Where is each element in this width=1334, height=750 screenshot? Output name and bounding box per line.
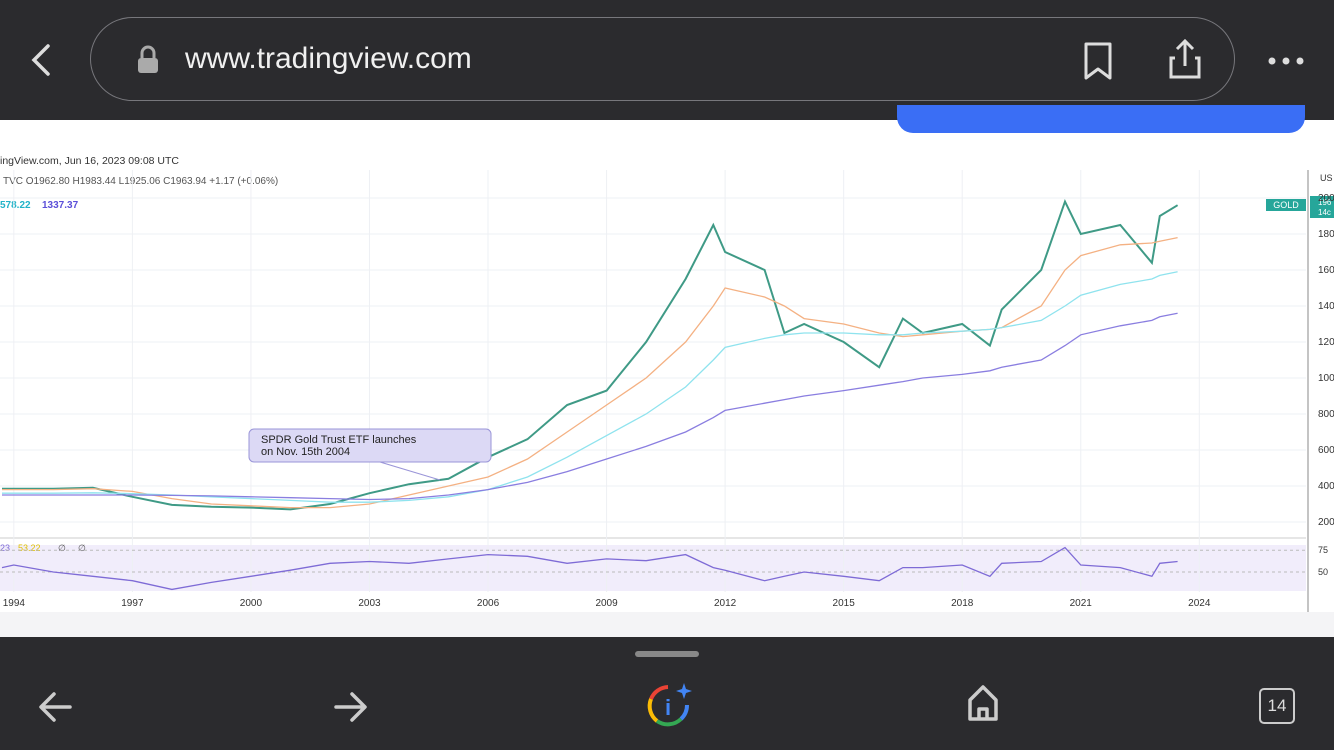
- browser-toolbar: www.tradingview.com: [0, 0, 1334, 120]
- share-button[interactable]: [1169, 38, 1201, 79]
- y-tick-label: 1000: [1318, 373, 1334, 384]
- rsi-value: ∅: [58, 543, 66, 553]
- y-tick-label: 1600: [1318, 265, 1334, 276]
- toolbar-icons: [31, 38, 1304, 80]
- page-button[interactable]: [897, 105, 1305, 133]
- series-line: [2, 312, 1178, 501]
- y-tick-label: 2000: [1318, 193, 1334, 204]
- page-bottom: [0, 612, 1334, 638]
- annotation-pointer: [379, 461, 441, 481]
- address-bar[interactable]: [90, 17, 1235, 101]
- rsi-band: [0, 545, 1306, 591]
- y-tick-label: 200: [1318, 517, 1334, 528]
- x-tick-label: 2015: [833, 598, 856, 609]
- drag-handle[interactable]: [635, 651, 699, 657]
- annotation: SPDR Gold Trust ETF launches: [261, 434, 417, 446]
- series-line: [2, 236, 1178, 509]
- x-tick-label: 1997: [121, 598, 144, 609]
- y-tick-label: 400: [1318, 481, 1334, 492]
- x-tick-label: 1994: [3, 598, 26, 609]
- rsi-value: 53.22: [18, 543, 41, 553]
- price-tag: [1266, 199, 1306, 211]
- y-tick-label: 1400: [1318, 301, 1334, 312]
- ohlc-readout: TVC O1962.80 H1983.44 L1925.06 C1963.94 …: [3, 176, 278, 187]
- rsi-value: ∅: [78, 543, 86, 553]
- currency-label: US: [1320, 173, 1333, 183]
- tab-count[interactable]: 14: [1259, 688, 1295, 724]
- series-line: [1, 546, 1178, 591]
- y-tick-label: 1800: [1318, 229, 1334, 240]
- assistant-button[interactable]: i: [647, 683, 692, 727]
- forward-nav[interactable]: [334, 692, 367, 722]
- chart: ingView.com, Jun 16, 2023 09:08 UTC TVC …: [0, 150, 1334, 612]
- annotation: on Nov. 15th 2004: [261, 446, 350, 458]
- more-button[interactable]: [1268, 57, 1304, 65]
- chart-source: ingView.com, Jun 16, 2023 09:08 UTC: [0, 155, 179, 167]
- x-tick-label: 2024: [1188, 598, 1211, 609]
- x-tick-label: 2018: [951, 598, 974, 609]
- ma-value: 578.22: [0, 200, 31, 211]
- price-tag-value: 14c: [1318, 208, 1331, 217]
- y-tick-label: 600: [1318, 445, 1334, 456]
- y-tick-label: 75: [1318, 545, 1328, 555]
- x-tick-label: 2000: [240, 598, 263, 609]
- bottom-toolbar: i: [0, 637, 1334, 750]
- ma-value: 1337.37: [42, 200, 79, 211]
- lock-icon: [138, 45, 158, 73]
- home-button[interactable]: [968, 685, 998, 721]
- y-tick-label: 1200: [1318, 337, 1334, 348]
- bottom-icons: i: [39, 651, 998, 727]
- x-tick-label: 2009: [595, 598, 618, 609]
- price-tag-value: 196: [1318, 198, 1332, 207]
- url[interactable]: www.tradingview.com: [185, 42, 472, 75]
- y-tick-label: 50: [1318, 567, 1328, 577]
- series-line: [2, 199, 1179, 511]
- x-tick-label: 2006: [477, 598, 500, 609]
- x-tick-label: 2012: [714, 598, 737, 609]
- bookmark-button[interactable]: [1084, 42, 1112, 80]
- rsi-value: 23: [0, 543, 10, 553]
- back-nav[interactable]: [39, 692, 72, 722]
- annotation-box: [248, 428, 492, 463]
- price-tag-box: [1310, 196, 1334, 218]
- x-tick-label: 2003: [358, 598, 381, 609]
- series-line: [2, 271, 1178, 503]
- back-button[interactable]: [31, 44, 50, 76]
- y-tick-label: 800: [1318, 409, 1334, 420]
- svg-text:i: i: [665, 695, 671, 720]
- chart-background: [0, 150, 1334, 612]
- x-tick-label: 2021: [1070, 598, 1093, 609]
- price-tag-label: GOLD: [1273, 200, 1299, 210]
